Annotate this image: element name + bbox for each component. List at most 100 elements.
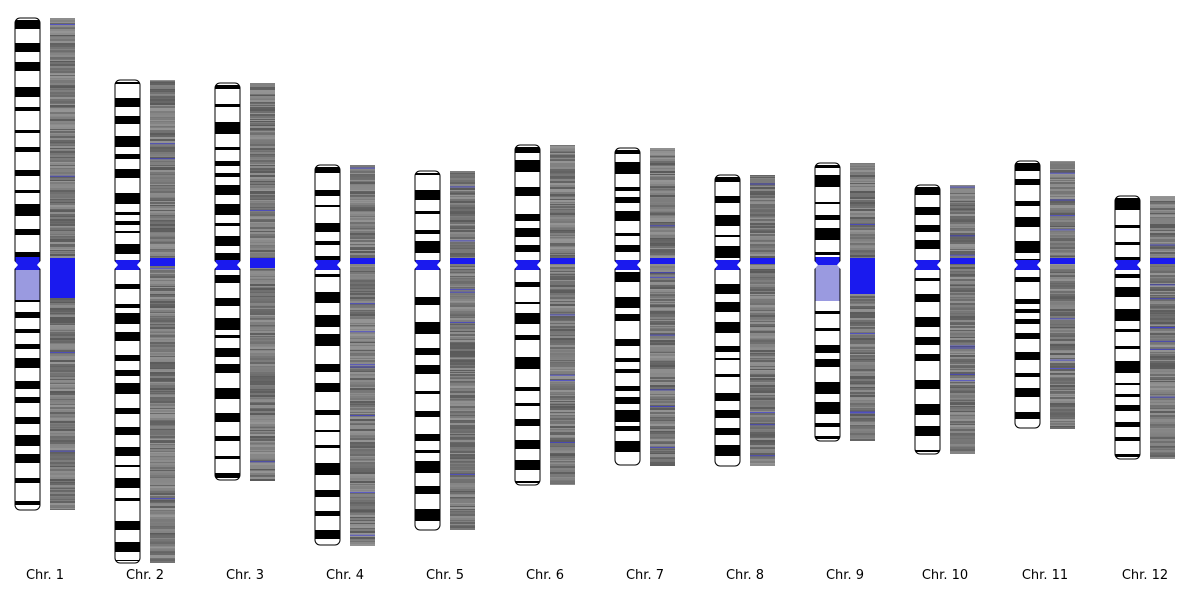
band: [1115, 361, 1140, 373]
chromosome-label: Chr. 2: [126, 568, 164, 583]
band: [215, 122, 240, 134]
density-centromere: [850, 258, 875, 294]
band: [915, 278, 940, 281]
band: [15, 62, 40, 71]
idiogram: [314, 164, 341, 546]
band: [715, 177, 740, 182]
band: [15, 170, 40, 176]
density-track: [450, 171, 475, 530]
band: [915, 426, 940, 436]
band: [1115, 309, 1140, 321]
band: [15, 87, 40, 97]
band: [15, 344, 40, 349]
band: [815, 252, 840, 255]
band: [415, 297, 440, 305]
chromosome-6: Chr. 6: [514, 144, 575, 583]
chromosome-12: Chr. 12: [1114, 195, 1175, 583]
chromosome-label: Chr. 7: [626, 568, 664, 583]
band: [115, 427, 140, 435]
band: [15, 20, 40, 29]
band: [615, 339, 640, 346]
chromosome-label: Chr. 9: [826, 568, 864, 583]
density-track: [350, 165, 375, 546]
centromere: [115, 260, 140, 270]
band: [615, 386, 640, 391]
band: [215, 436, 240, 441]
band: [415, 411, 440, 417]
band: [215, 104, 240, 107]
band: [1015, 309, 1040, 313]
band: [315, 430, 340, 432]
idiogram: [1114, 195, 1141, 460]
band: [415, 173, 440, 175]
band: [915, 207, 940, 215]
band: [1015, 333, 1040, 339]
band: [515, 357, 540, 369]
band: [1015, 373, 1040, 377]
idiogram: [114, 79, 141, 564]
band: [515, 214, 540, 221]
band: [815, 402, 840, 414]
band: [15, 107, 40, 111]
heterochromatin: [15, 270, 40, 300]
centromere: [615, 260, 640, 270]
band: [615, 426, 640, 431]
band: [715, 358, 740, 360]
chromosome-label: Chr. 3: [226, 568, 264, 583]
chromosome-outline: [414, 170, 441, 531]
chromosome-9: Chr. 9: [814, 162, 875, 583]
chromosome-label: Chr. 8: [726, 568, 764, 583]
band: [615, 211, 640, 221]
density-track: [1150, 196, 1175, 459]
band: [215, 173, 240, 177]
band: [415, 509, 440, 521]
band: [315, 410, 340, 415]
band: [415, 348, 440, 355]
density-centromere: [1050, 258, 1075, 264]
band: [815, 202, 840, 204]
band: [715, 428, 740, 435]
band: [815, 423, 840, 427]
band: [215, 456, 240, 459]
band: [915, 187, 940, 195]
centromere: [415, 260, 440, 270]
band: [115, 383, 140, 394]
band: [915, 450, 940, 452]
band: [1115, 329, 1140, 332]
band: [315, 205, 340, 207]
idiogram: [614, 147, 641, 466]
band: [815, 165, 840, 168]
band: [315, 463, 340, 475]
band: [315, 383, 340, 392]
band: [315, 190, 340, 196]
band: [1015, 179, 1040, 185]
band: [215, 236, 240, 246]
band: [215, 413, 240, 422]
band: [415, 190, 440, 200]
density-centromere: [650, 258, 675, 264]
band: [215, 253, 240, 264]
band: [1115, 422, 1140, 427]
band: [615, 441, 640, 452]
band: [315, 315, 340, 327]
density-track: [850, 163, 875, 441]
band: [215, 147, 240, 150]
band: [1115, 405, 1140, 411]
idiogram: [214, 82, 241, 481]
chromosome-7: Chr. 7: [614, 147, 675, 583]
band: [115, 408, 140, 414]
band: [15, 454, 40, 463]
density-centromere: [950, 258, 975, 264]
centromere: [515, 260, 540, 270]
band: [715, 235, 740, 237]
band: [915, 404, 940, 415]
band: [915, 337, 940, 345]
band: [115, 465, 140, 467]
band: [915, 240, 940, 249]
band: [315, 223, 340, 232]
band: [115, 498, 140, 501]
density-track: [50, 18, 75, 510]
band: [15, 252, 40, 259]
band: [515, 302, 540, 304]
band: [215, 161, 240, 166]
